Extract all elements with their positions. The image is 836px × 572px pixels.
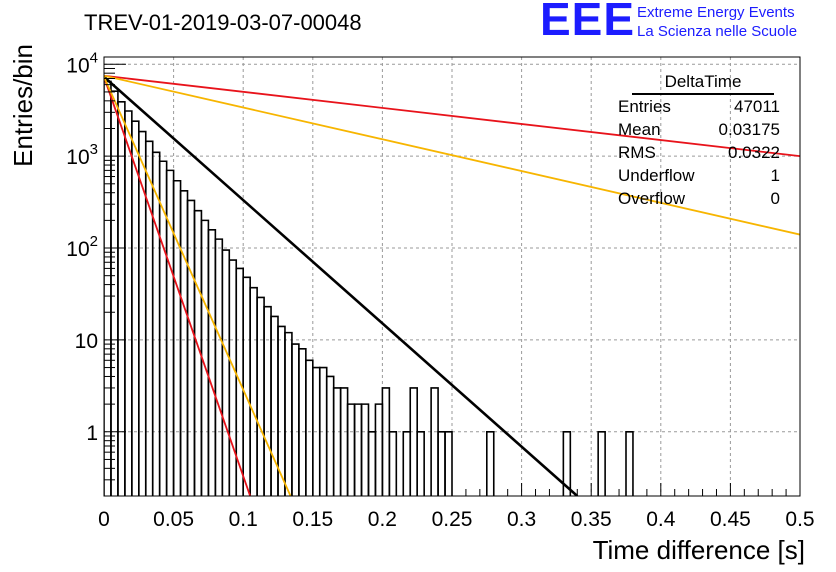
histogram-bin — [374, 403, 384, 496]
x-tick-label: 0.15 — [292, 508, 333, 531]
histogram-bin — [207, 228, 217, 496]
orange-line — [104, 74, 800, 236]
y-axis-label: Entries/bin — [8, 44, 38, 167]
y-tick-label: 104 — [66, 49, 98, 77]
stats-label: Entries — [618, 97, 671, 116]
stats-row-overflow: Overflow 0 — [612, 187, 780, 210]
histogram-bin — [242, 276, 251, 496]
logo-caption-line2: La Scienza nelle Scuole — [637, 23, 798, 40]
x-tick-label: 0.4 — [646, 508, 676, 531]
x-tick-label: 0.45 — [710, 508, 751, 531]
x-tick-label: 0.2 — [368, 508, 397, 531]
stats-label: Overflow — [618, 189, 686, 208]
histogram-bin — [325, 375, 335, 496]
histogram-bin — [249, 286, 258, 496]
stats-label: Underflow — [618, 166, 695, 185]
x-tick-label: 0.1 — [229, 508, 258, 531]
histogram-bin — [625, 430, 634, 496]
histogram-bin — [131, 120, 140, 496]
histogram-bin — [291, 343, 300, 496]
black-line — [104, 75, 579, 496]
histogram-bin — [110, 90, 119, 496]
stats-row-mean: Mean 0.03175 — [612, 118, 780, 141]
histogram-bin — [360, 403, 370, 496]
orange-line — [104, 76, 292, 496]
stats-title: DeltaTime — [632, 72, 774, 95]
histogram-bin — [353, 403, 363, 496]
histogram-bin — [172, 179, 182, 496]
histogram-bin — [485, 430, 495, 496]
logo-caption: Extreme Energy Events La Scienza nelle S… — [637, 3, 797, 41]
histogram-bin — [402, 430, 412, 496]
run-title: TREV-01-2019-03-07-00048 — [84, 10, 362, 35]
histogram-bin — [124, 110, 133, 496]
histogram-bin — [256, 296, 265, 496]
eee-logo: EEE — [540, 0, 636, 45]
histogram-bin — [270, 315, 279, 496]
histogram-bin — [416, 430, 425, 496]
histogram-bin — [151, 151, 161, 496]
x-tick-label: 0 — [98, 508, 110, 531]
stats-box: DeltaTime Entries 47011 Mean 0.03175 RMS… — [612, 72, 780, 210]
histogram-bin — [388, 430, 398, 496]
x-tick-label: 0.5 — [785, 508, 814, 531]
x-axis-label: Time difference [s] — [593, 535, 805, 565]
histogram-bin — [430, 387, 439, 496]
histogram-bin — [305, 359, 314, 496]
histogram-bin — [179, 189, 189, 496]
fit-lines — [104, 74, 800, 496]
histogram-bin — [409, 387, 419, 496]
histogram-bin — [263, 305, 272, 496]
histogram-bin — [339, 387, 349, 496]
stats-row-underflow: Underflow 1 — [612, 164, 780, 187]
red-line — [104, 74, 800, 158]
axis-ticks — [103, 63, 801, 497]
histogram-bin — [597, 430, 606, 496]
logo-caption-line1: Extreme Energy Events — [637, 4, 795, 21]
histogram — [104, 80, 634, 496]
histogram-bin — [284, 331, 293, 496]
stats-value: 47011 — [733, 97, 780, 116]
histogram-bin — [228, 259, 238, 496]
histogram-bin — [221, 249, 231, 496]
tick-labels: 0 0.05 0.1 0.15 0.2 0.25 0.3 0.35 0.4 0.45 0.5 104 1… — [66, 49, 814, 531]
x-tick-label: 0.3 — [507, 508, 536, 531]
histogram-bin — [298, 348, 307, 496]
histogram-bin — [444, 430, 453, 496]
stats-row-entries: Entries 47011 — [612, 95, 780, 118]
y-tick-label: 102 — [66, 233, 98, 261]
x-tick-label: 0.35 — [571, 508, 612, 531]
histogram-bin — [104, 80, 112, 496]
histogram-bin — [437, 430, 446, 496]
x-tick-label: 0.25 — [432, 508, 473, 531]
histogram-bin — [144, 140, 154, 496]
histogram-bin — [381, 387, 391, 496]
stats-value: 0.03175 — [718, 120, 780, 139]
histogram-bin — [346, 403, 356, 496]
red-line — [104, 76, 252, 496]
stats-label: Mean — [618, 120, 661, 139]
histogram-bin — [332, 387, 342, 496]
histogram-bin — [214, 238, 224, 496]
y-tick-label: 1 — [86, 422, 98, 445]
y-tick-label: 103 — [66, 141, 98, 169]
stats-row-rms: RMS 0.0322 — [612, 141, 780, 164]
stats-value: 0 — [770, 189, 780, 208]
stats-value: 0.0322 — [728, 143, 780, 162]
histogram-bin — [186, 199, 196, 496]
stats-value: 1 — [770, 166, 780, 185]
y-tick-label: 10 — [75, 330, 98, 353]
x-tick-label: 0.05 — [153, 508, 194, 531]
stats-label: RMS — [618, 143, 656, 162]
histogram-bin — [367, 430, 377, 496]
histogram-bin — [117, 101, 126, 496]
histogram-bin — [562, 430, 572, 496]
